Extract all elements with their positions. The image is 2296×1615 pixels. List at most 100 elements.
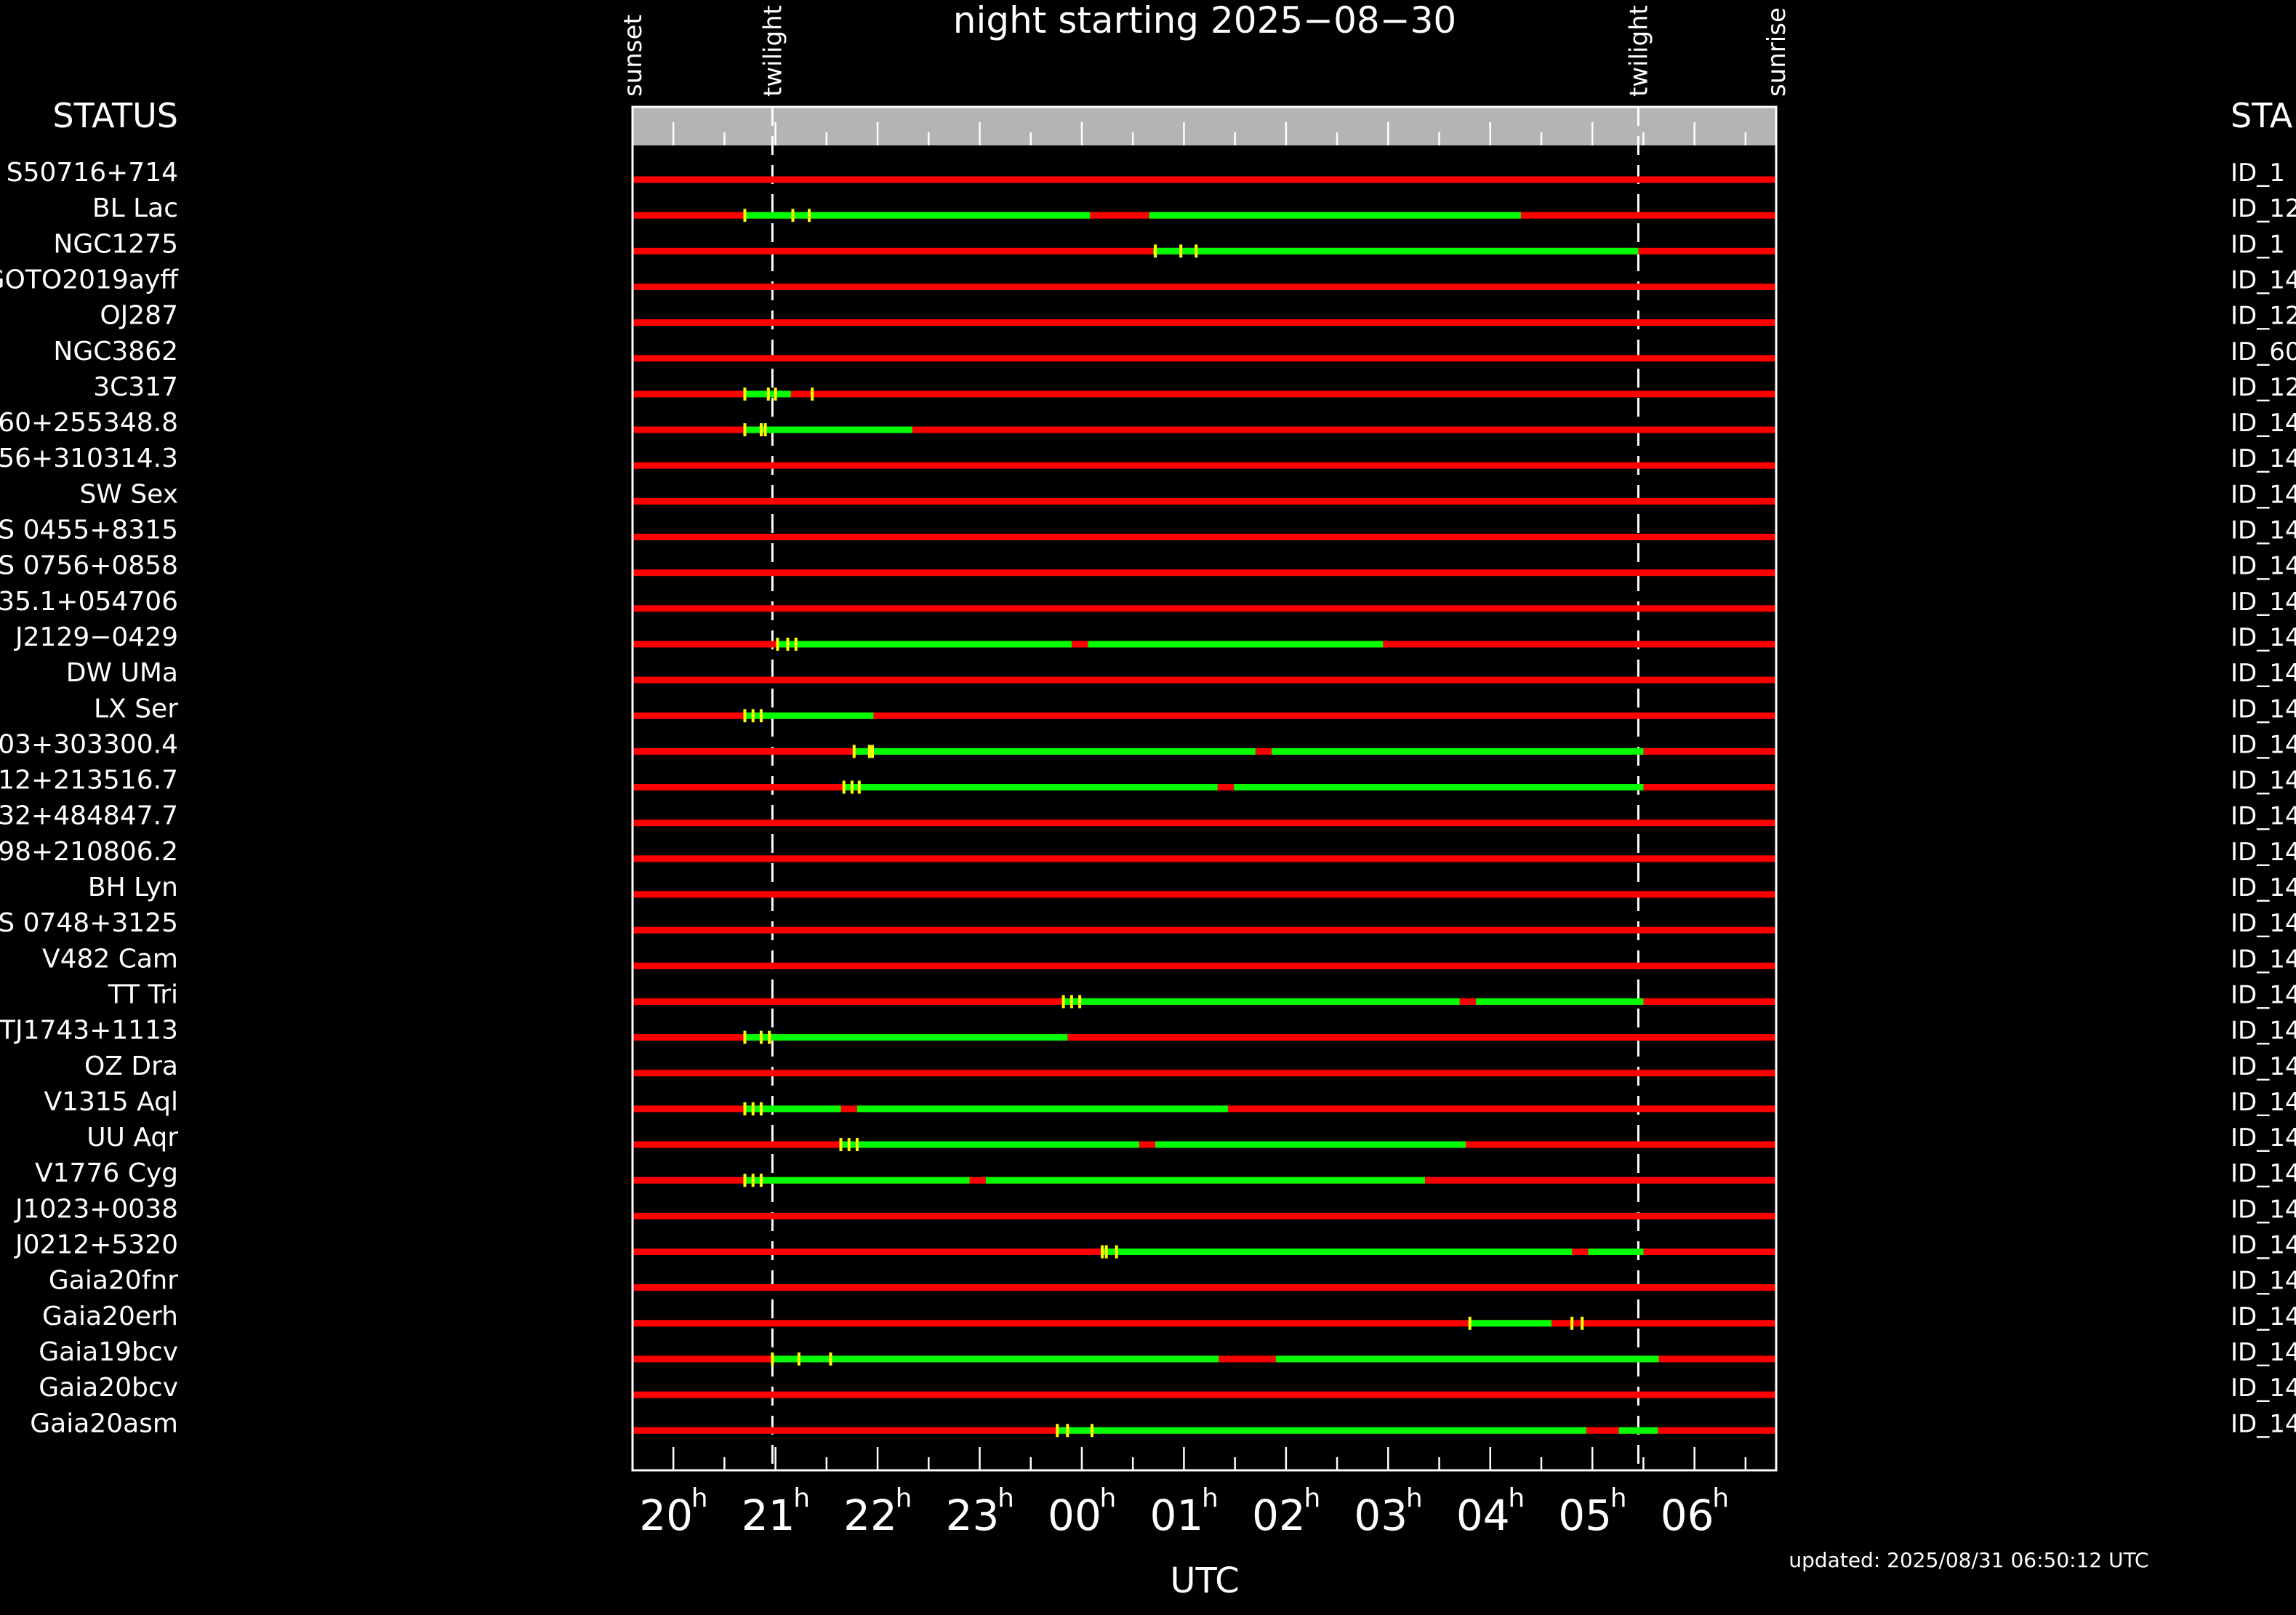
observation-mark (759, 1174, 763, 1187)
observation-mark (743, 1102, 747, 1115)
observation-mark (1104, 1245, 1108, 1259)
observation-mark (768, 1030, 771, 1044)
observation-mark (811, 387, 814, 401)
hour-tick-label: 02 (1252, 1491, 1306, 1540)
unavailable-bar (633, 569, 1776, 577)
available-segment (854, 748, 1256, 755)
observation-mark (776, 637, 779, 651)
chart-title: night starting 2025−08−30 (953, 0, 1456, 41)
available-segment (744, 712, 874, 719)
event-label: twilight (758, 5, 787, 97)
observation-mark (1069, 995, 1073, 1009)
target-row: NGC1275 ID_1 (53, 229, 2284, 259)
target-id: ID_14 (2231, 1159, 2296, 1188)
unavailable-bar (633, 176, 1776, 183)
target-name: V1315 Aql (44, 1087, 178, 1117)
observation-mark (1468, 1316, 1472, 1330)
observation-mark (759, 423, 763, 437)
hour-superscript: h (1712, 1483, 1729, 1513)
target-id: ID_14 (2231, 265, 2296, 294)
hour-tick-label: 06 (1661, 1491, 1714, 1540)
target-row: 12+213516.7 ID_14 (0, 766, 2296, 796)
target-name: S 0455+8315 (0, 516, 178, 545)
target-id: ID_60 (2231, 337, 2296, 366)
hour-superscript: h (896, 1483, 912, 1513)
observation-mark (1570, 1316, 1574, 1330)
target-id: ID_12 (2231, 373, 2296, 402)
available-segment (856, 1105, 1228, 1113)
observation-mark (1056, 1424, 1059, 1438)
observation-mark (1091, 1424, 1094, 1438)
target-id: ID_14 (2231, 588, 2296, 617)
hour-tick-label: 04 (1456, 1491, 1510, 1540)
target-name: TJ1743+1113 (0, 1016, 178, 1046)
target-name: BH Lyn (88, 873, 178, 902)
hour-tick-label: 22 (843, 1491, 897, 1540)
target-name: 32+484847.7 (0, 801, 178, 831)
right-status-header: STA (2231, 96, 2293, 135)
hour-tick-label: 05 (1558, 1491, 1612, 1540)
unavailable-bar (633, 962, 1776, 969)
observation-mark (766, 387, 770, 401)
observation-mark (855, 1138, 859, 1152)
available-segment (777, 641, 1072, 648)
observation-mark (751, 709, 755, 723)
target-id: ID_14 (2231, 873, 2296, 902)
hour-superscript: h (1406, 1483, 1423, 1513)
unavailable-bar (633, 283, 1776, 290)
hour-superscript: h (793, 1483, 810, 1513)
target-name: LX Ser (94, 694, 178, 724)
hour-superscript: h (1610, 1483, 1627, 1513)
target-row: S50716+714 ID_1 (7, 158, 2285, 188)
available-segment (744, 1034, 1068, 1041)
available-segment (1102, 1249, 1573, 1255)
hour-superscript: h (691, 1483, 708, 1513)
target-row: 56+310314.3 ID_14 (0, 444, 2296, 473)
target-row: BH Lyn ID_14 (88, 873, 2296, 902)
event-label: twilight (1624, 5, 1653, 97)
target-row: Gaia19bcv ID_14 (39, 1337, 2296, 1367)
available-segment (1088, 641, 1384, 648)
target-id: ID_14 (2231, 516, 2296, 545)
observation-mark (850, 780, 854, 794)
target-id: ID_14 (2231, 1195, 2296, 1224)
observation-mark (852, 745, 856, 758)
target-id: ID_14 (2231, 552, 2296, 581)
target-id: ID_14 (2231, 1338, 2296, 1367)
observation-mark (867, 745, 871, 758)
target-name: Gaia20fnr (49, 1266, 178, 1296)
available-segment (744, 1177, 970, 1184)
target-id: ID_14 (2231, 659, 2296, 688)
target-name: J2129−0429 (14, 622, 178, 652)
observation-mark (1078, 995, 1082, 1009)
target-name: DW UMa (66, 658, 178, 688)
target-row: V1776 Cyg ID_14 (35, 1158, 2296, 1188)
hour-tick-label: 23 (946, 1491, 1000, 1540)
available-segment (985, 1177, 1425, 1184)
target-row: 60+255348.8 ID_14 (0, 408, 2296, 438)
target-row: V1315 Aql ID_14 (44, 1087, 2296, 1117)
observation-mark (1581, 1316, 1584, 1330)
target-name: BL Lac (92, 193, 178, 223)
observation-mark (759, 1102, 763, 1115)
available-segment (1272, 748, 1644, 755)
available-segment (840, 1141, 1139, 1148)
observation-mark (842, 780, 846, 794)
unavailable-bar (633, 319, 1776, 326)
available-segment (1234, 784, 1644, 791)
target-name: TT Tri (108, 979, 178, 1009)
target-row: TT Tri ID_14 (108, 979, 2296, 1009)
hour-tick-label: 01 (1150, 1491, 1204, 1540)
target-row: Gaia20bcv ID_14 (39, 1373, 2296, 1403)
target-rows: S50716+714 ID_1 BL Lac ID_12 NGC1275 ID_1 GOTO… (0, 158, 2296, 1438)
unavailable-bar (633, 1034, 1776, 1041)
unavailable-bar (633, 1320, 1776, 1327)
target-id: ID_14 (2231, 802, 2296, 831)
target-name: UU Aqr (87, 1123, 178, 1153)
observation-mark (1101, 1245, 1104, 1259)
updated-timestamp: updated: 2025/08/31 06:50:12 UTC (1789, 1548, 2148, 1572)
observation-mark (791, 209, 795, 223)
target-id: ID_14 (2231, 1302, 2296, 1331)
observation-mark (743, 209, 747, 223)
